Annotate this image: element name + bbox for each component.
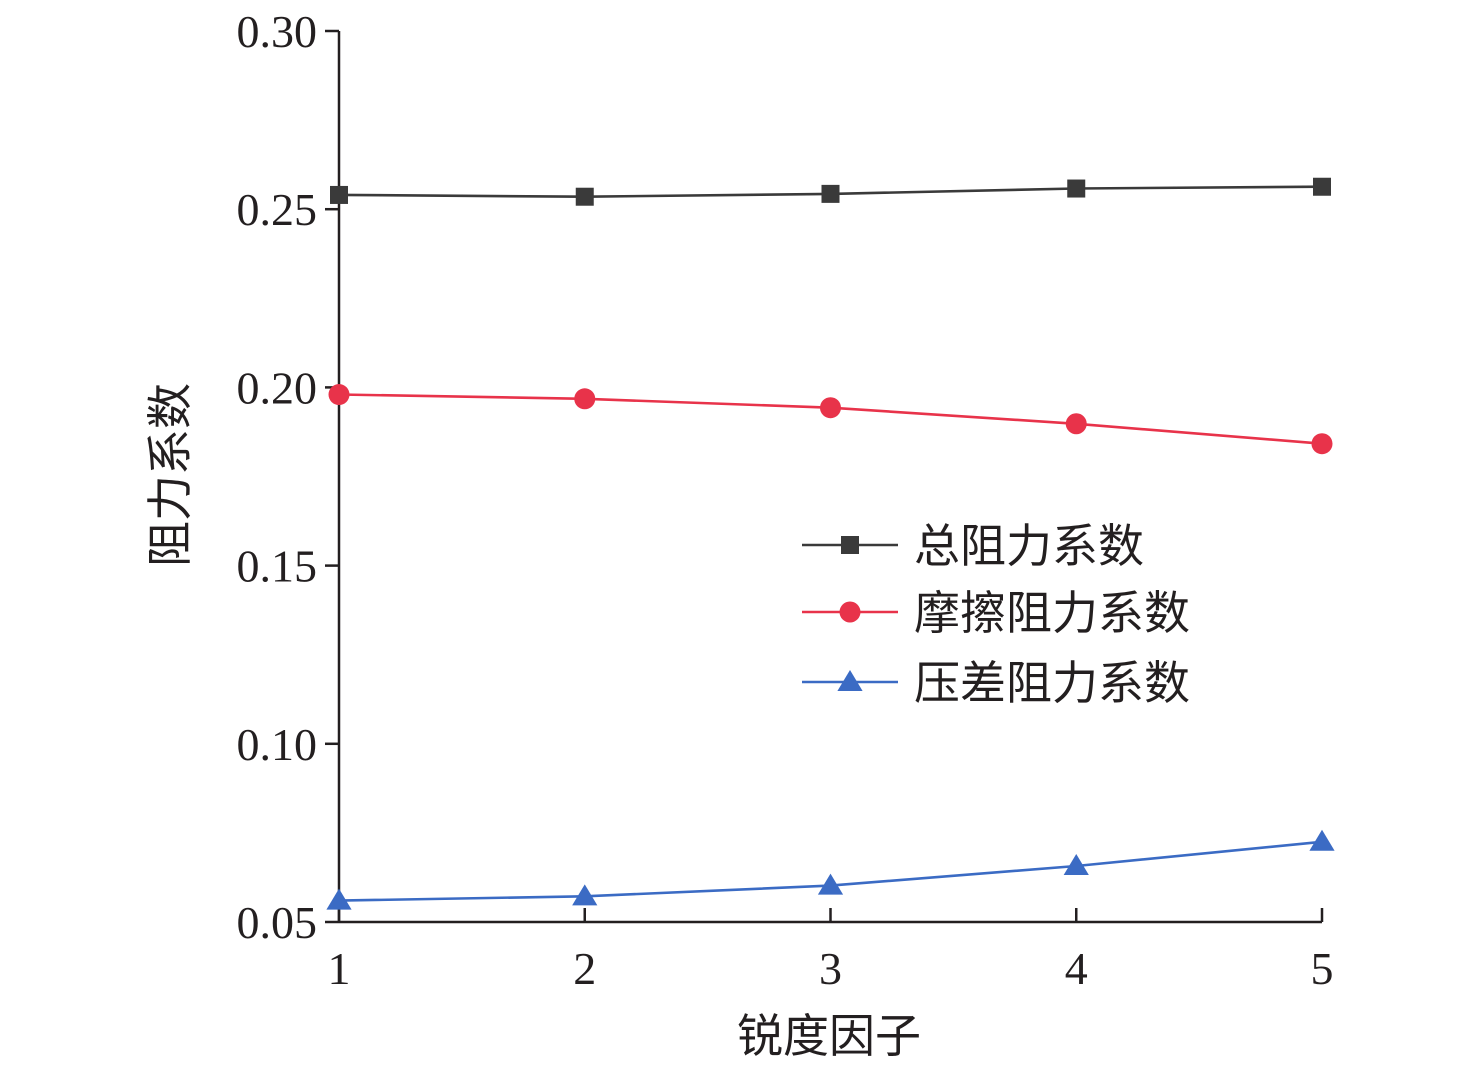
x-tick-label: 1: [328, 943, 351, 994]
x-axis-title: 锐度因子: [737, 1011, 921, 1062]
y-tick-label: 0.10: [237, 719, 318, 770]
data-point: [1065, 413, 1087, 435]
y-tick-label: 0.05: [237, 897, 318, 948]
data-point: [1311, 433, 1333, 455]
data-point: [1067, 179, 1086, 198]
data-point: [1313, 177, 1331, 196]
legend-item: 总阻力系数: [802, 521, 1144, 572]
y-tick-label: 0.30: [237, 6, 318, 57]
data-point: [326, 888, 352, 910]
plot-area: [326, 177, 1335, 910]
data-point: [328, 384, 350, 406]
data-point: [572, 884, 598, 906]
legend-item: 压差阻力系数: [802, 658, 1190, 709]
y-axis-title: 阻力系数: [145, 383, 196, 567]
axes: 0.05 0.10 0.15 0.20 0.25 0.30 1 2 3 4 5: [237, 6, 1334, 994]
x-tick-label: 3: [819, 943, 842, 994]
legend-marker: [841, 536, 859, 554]
data-point: [821, 184, 840, 203]
data-point: [820, 397, 841, 419]
data-point: [1063, 854, 1089, 876]
legend-marker: [839, 601, 861, 623]
legend-label: 摩擦阻力系数: [914, 588, 1190, 639]
series-1: [330, 177, 1331, 206]
data-point: [575, 187, 594, 206]
y-tick-label: 0.25: [237, 184, 318, 235]
legend-label: 总阻力系数: [914, 521, 1144, 572]
data-point: [1309, 829, 1335, 851]
x-tick-label: 4: [1065, 943, 1088, 994]
data-point: [817, 873, 844, 895]
legend-label: 压差阻力系数: [914, 658, 1190, 709]
legend-item: 摩擦阻力系数: [802, 588, 1190, 639]
data-point: [330, 185, 348, 204]
x-tick-label: 5: [1311, 943, 1334, 994]
x-tick-label: 2: [573, 943, 596, 994]
series-2: [328, 384, 1333, 455]
legend-marker: [837, 670, 863, 691]
data-point: [574, 388, 596, 410]
y-tick-label: 0.15: [237, 541, 318, 592]
series-3: [326, 829, 1335, 910]
y-tick-label: 0.20: [237, 362, 318, 413]
